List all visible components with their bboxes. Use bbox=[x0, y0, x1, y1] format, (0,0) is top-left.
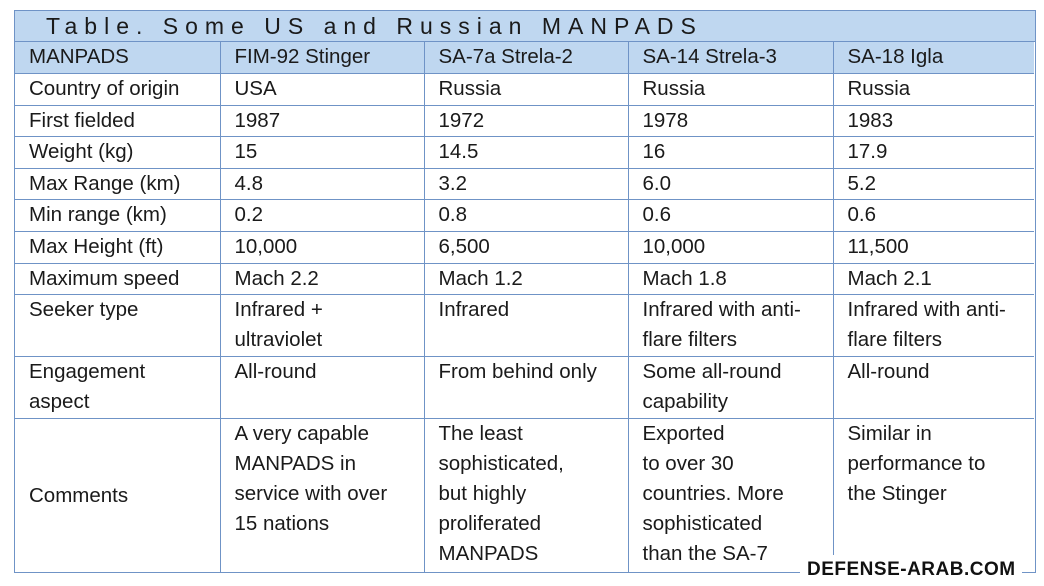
table-row: First fielded 1987 1972 1978 1983 bbox=[15, 104, 1034, 138]
row-label-text: Engagement aspect bbox=[29, 360, 146, 414]
header-cell: FIM-92 Stinger bbox=[219, 42, 425, 75]
table-cell: The least sophisticated, but highly prol… bbox=[423, 418, 629, 572]
table-cell: Russia bbox=[627, 73, 834, 106]
cell-text: Exported to over 30 countries. More soph… bbox=[642, 422, 784, 566]
table-cell: Mach 2.1 bbox=[832, 262, 1034, 296]
table-cell: 1983 bbox=[832, 104, 1034, 138]
row-label: Weight (kg) bbox=[15, 136, 221, 169]
row-label: Min range (km) bbox=[15, 199, 221, 233]
table-cell: Russia bbox=[423, 73, 629, 106]
table-cell: Infrared + ultraviolet bbox=[219, 294, 425, 358]
table-cell: Mach 1.8 bbox=[627, 262, 834, 296]
table-cell: From behind only bbox=[423, 356, 629, 420]
cell-text: Infrared with anti- flare filters bbox=[642, 298, 801, 352]
table-cell: Russia bbox=[832, 73, 1034, 106]
table-cell: 0.2 bbox=[219, 199, 425, 233]
cell-text: A very capable MANPADS in service with o… bbox=[234, 422, 388, 536]
row-label: Engagement aspect bbox=[15, 356, 221, 420]
manpads-table: MANPADS FIM-92 Stinger SA-7a Strela-2 SA… bbox=[15, 42, 1034, 572]
cell-text: All-round bbox=[234, 360, 317, 384]
table-cell: Some all-round capability bbox=[627, 356, 834, 420]
cell-text: Infrared + ultraviolet bbox=[234, 298, 323, 352]
table-cell: 1972 bbox=[423, 104, 629, 138]
table-row: Seeker type Infrared + ultraviolet Infra… bbox=[15, 294, 1034, 358]
header-cell: SA-14 Strela-3 bbox=[627, 42, 834, 75]
table-cell: Mach 1.2 bbox=[423, 262, 629, 296]
table-cell: USA bbox=[219, 73, 425, 106]
row-label: First fielded bbox=[15, 104, 221, 138]
table-cell: A very capable MANPADS in service with o… bbox=[219, 418, 425, 572]
row-label: Max Height (ft) bbox=[15, 231, 221, 264]
table-cell: Infrared with anti- flare filters bbox=[832, 294, 1034, 358]
row-label: Seeker type bbox=[15, 294, 221, 358]
cell-text: From behind only bbox=[438, 360, 597, 384]
cell-text: The least sophisticated, but highly prol… bbox=[438, 422, 564, 566]
watermark: DEFENSE-ARAB.COM bbox=[800, 555, 1022, 583]
table-cell: All-round bbox=[219, 356, 425, 420]
manpads-table-frame: Table. Some US and Russian MANPADS MANPA… bbox=[14, 10, 1036, 573]
table-row: Weight (kg) 15 14.5 16 17.9 bbox=[15, 136, 1034, 169]
row-label-text: Seeker type bbox=[29, 298, 139, 322]
table-cell: 15 bbox=[219, 136, 425, 169]
table-row: Maximum speed Mach 2.2 Mach 1.2 Mach 1.8… bbox=[15, 262, 1034, 296]
header-cell: MANPADS bbox=[15, 42, 221, 75]
table-header-row: MANPADS FIM-92 Stinger SA-7a Strela-2 SA… bbox=[15, 42, 1034, 75]
table-cell: 1987 bbox=[219, 104, 425, 138]
cell-text: All-round bbox=[847, 360, 930, 384]
table-row: Comments A very capable MANPADS in servi… bbox=[15, 418, 1034, 572]
cell-text: Similar in performance to the Stinger bbox=[847, 422, 986, 506]
table-row: Engagement aspect All-round From behind … bbox=[15, 356, 1034, 420]
table-cell: 16 bbox=[627, 136, 834, 169]
table-cell: All-round bbox=[832, 356, 1034, 420]
header-cell: SA-7a Strela-2 bbox=[423, 42, 629, 75]
table-row: Max Range (km) 4.8 3.2 6.0 5.2 bbox=[15, 167, 1034, 201]
table-cell: 0.6 bbox=[627, 199, 834, 233]
cell-text: Some all-round capability bbox=[642, 360, 782, 414]
cell-text: Infrared bbox=[438, 298, 510, 322]
row-label: Maximum speed bbox=[15, 262, 221, 296]
table-cell: 0.6 bbox=[832, 199, 1034, 233]
table-cell: 14.5 bbox=[423, 136, 629, 169]
table-cell: Exported to over 30 countries. More soph… bbox=[627, 418, 834, 572]
table-cell: 3.2 bbox=[423, 167, 629, 201]
table-caption: Table. Some US and Russian MANPADS bbox=[15, 11, 1035, 42]
table-cell: 10,000 bbox=[219, 231, 425, 264]
table-cell: Mach 2.2 bbox=[219, 262, 425, 296]
table-row: Min range (km) 0.2 0.8 0.6 0.6 bbox=[15, 199, 1034, 233]
table-cell: 6.0 bbox=[627, 167, 834, 201]
row-label: Max Range (km) bbox=[15, 167, 221, 201]
table-cell: 6,500 bbox=[423, 231, 629, 264]
header-cell: SA-18 Igla bbox=[832, 42, 1034, 75]
table-cell: Infrared bbox=[423, 294, 629, 358]
row-label: Country of origin bbox=[15, 73, 221, 106]
table-cell: 11,500 bbox=[832, 231, 1034, 264]
table-cell: 10,000 bbox=[627, 231, 834, 264]
table-cell: 1978 bbox=[627, 104, 834, 138]
table-row: Country of origin USA Russia Russia Russ… bbox=[15, 73, 1034, 106]
row-label-text: Comments bbox=[29, 483, 129, 507]
table-cell: 0.8 bbox=[423, 199, 629, 233]
cell-text: Infrared with anti- flare filters bbox=[847, 298, 1006, 352]
table-cell: Infrared with anti- flare filters bbox=[627, 294, 834, 358]
table-row: Max Height (ft) 10,000 6,500 10,000 11,5… bbox=[15, 231, 1034, 264]
table-cell: 5.2 bbox=[832, 167, 1034, 201]
table-cell: 17.9 bbox=[832, 136, 1034, 169]
table-cell: 4.8 bbox=[219, 167, 425, 201]
row-label: Comments bbox=[15, 418, 221, 572]
table-cell: Similar in performance to the Stinger bbox=[832, 418, 1034, 572]
